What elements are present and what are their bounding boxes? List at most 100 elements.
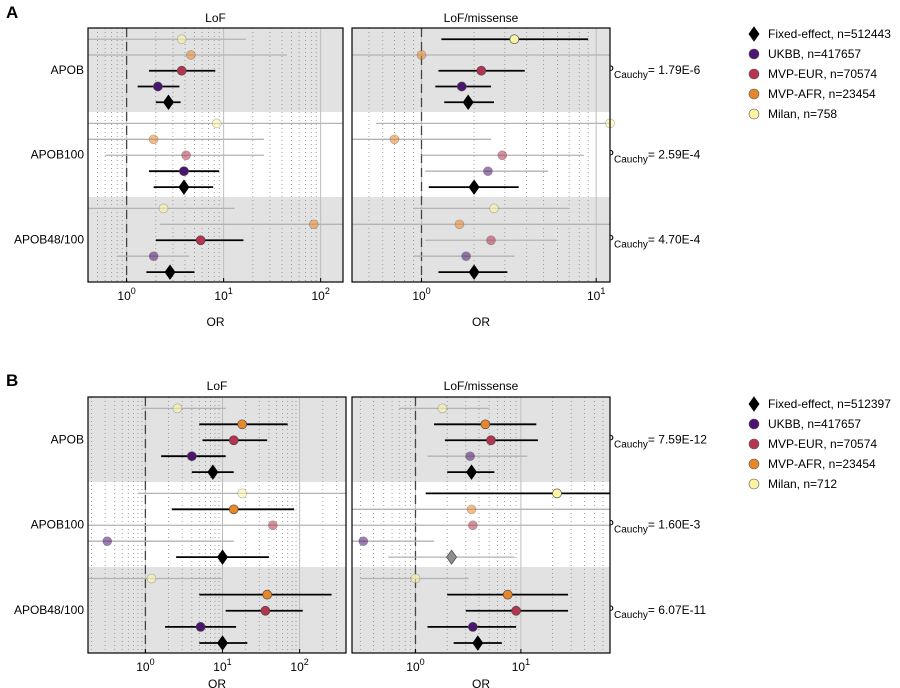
estimate-mvp-afr: [199, 419, 288, 430]
point-estimate-circle: [467, 622, 478, 632]
estimate-milan: [425, 488, 610, 499]
legend-marker-circle: [748, 458, 760, 470]
estimate-ukbb: [88, 536, 234, 547]
point-estimate-circle: [511, 605, 521, 616]
point-estimate-circle: [195, 235, 206, 246]
legend-marker-circle: [748, 438, 760, 450]
row-band: [88, 567, 346, 653]
estimate-ukbb: [117, 251, 190, 262]
point-estimate-circle: [456, 81, 467, 92]
estimate-ukbb: [148, 166, 220, 177]
point-estimate-circle: [148, 251, 159, 262]
point-estimate-diamond: [207, 464, 219, 480]
estimate-fixed-effect: [153, 179, 214, 195]
point-estimate-circle: [437, 403, 448, 414]
legend-entry: Fixed-effect, n=512397: [768, 397, 891, 411]
point-estimate-circle: [466, 504, 477, 515]
estimate-mvp-afr: [352, 504, 610, 515]
p-cauchy-value: PCauchy= 1.79E-6: [606, 63, 701, 81]
legend-marker-circle: [748, 418, 760, 430]
estimate-milan: [413, 203, 570, 214]
estimate-mvp-afr: [88, 134, 264, 145]
point-estimate-diamond: [162, 94, 174, 110]
p-cauchy-value: PCauchy= 6.07E-11: [606, 603, 706, 621]
legend-marker-circle: [748, 48, 760, 60]
legend-entry: MVP-EUR, n=70574: [768, 67, 877, 81]
estimate-ukbb: [137, 81, 180, 92]
estimate-mvp-eur: [425, 235, 558, 246]
x-tick-label: 102: [290, 657, 308, 674]
point-estimate-circle: [186, 451, 197, 462]
legend-marker-circle: [748, 108, 760, 120]
estimate-mvp-eur: [202, 435, 268, 446]
point-estimate-circle: [146, 573, 157, 584]
x-tick-label: 101: [214, 286, 232, 303]
x-tick-label: 100: [406, 657, 424, 674]
estimate-mvp-eur: [421, 150, 584, 161]
estimate-mvp-afr: [352, 134, 492, 145]
x-tick-label: 101: [587, 286, 605, 303]
x-tick-label: 100: [136, 657, 154, 674]
point-estimate-circle: [465, 451, 475, 462]
point-estimate-circle: [148, 134, 159, 145]
subplot-frame: [351, 27, 611, 283]
legend-marker-diamond: [748, 396, 760, 412]
gene-label: APOB100: [31, 518, 85, 532]
point-estimate-circle: [416, 50, 427, 60]
estimate-fixed-effect: [447, 464, 495, 480]
legend-entry: MVP-EUR, n=70574: [768, 437, 877, 451]
subplot-frame: [87, 396, 347, 654]
gene-label: APOB: [51, 63, 84, 77]
legend-entry: UKBB, n=417657: [768, 417, 861, 431]
x-axis-label: OR: [208, 677, 226, 688]
gene-label: APOB100: [31, 148, 85, 162]
estimate-milan: [399, 403, 490, 414]
x-tick-label: 102: [311, 286, 329, 303]
gene-label: APOB48/100: [14, 603, 84, 617]
p-cauchy-value: PCauchy= 1.60E-3: [606, 518, 701, 536]
estimate-milan: [137, 488, 346, 499]
legend-entry: Milan, n=712: [768, 477, 837, 491]
legend-marker-diamond: [748, 26, 760, 42]
estimate-mvp-eur: [155, 235, 244, 246]
estimate-mvp-afr: [352, 219, 610, 230]
point-estimate-circle: [308, 219, 319, 230]
estimate-mvp-afr: [171, 504, 295, 515]
subplot-lof: LoF 100 101 102 OR: [87, 379, 347, 688]
x-tick-label: 100: [117, 286, 135, 303]
estimate-fixed-effect: [388, 549, 515, 565]
estimate-mvp-eur: [465, 605, 569, 616]
point-estimate-diamond: [446, 549, 458, 565]
estimate-mvp-afr: [199, 589, 332, 600]
legend-entry: UKBB, n=417657: [768, 47, 861, 61]
point-estimate-diamond: [217, 549, 228, 565]
legend-marker-circle: [748, 478, 760, 490]
legend-entry: Fixed-effect, n=512443: [768, 27, 891, 41]
point-estimate-circle: [476, 65, 487, 76]
subplot-lof-missense: LoF/missense 100 101 OR: [351, 379, 611, 688]
subplot-lof-missense: LoF/missense 100 101 OR: [351, 11, 615, 329]
point-estimate-diamond: [462, 94, 474, 110]
panel-letter: A: [6, 3, 18, 22]
estimate-ukbb: [413, 251, 515, 262]
legend: Fixed-effect, n=512443 UKBB, n=417657 MVP-…: [748, 26, 891, 121]
panel-a: A APOB APOB100 APOB48/100 PCauchy= 1.79E-6 PC…: [6, 3, 891, 329]
subplot-frame: [351, 396, 611, 654]
legend: Fixed-effect, n=512397 UKBB, n=417657 MVP-…: [748, 396, 891, 491]
legend-entry: MVP-AFR, n=23454: [768, 457, 876, 471]
x-tick-label: 101: [512, 657, 530, 674]
x-axis-label: OR: [207, 315, 225, 329]
point-estimate-diamond: [468, 264, 480, 280]
point-estimate-circle: [228, 435, 239, 446]
point-estimate-circle: [461, 251, 471, 262]
estimate-mvp-afr: [88, 50, 287, 60]
point-estimate-circle: [153, 81, 163, 92]
estimate-ukbb: [425, 166, 549, 177]
estimate-ukbb: [161, 451, 226, 462]
point-estimate-circle: [186, 50, 196, 60]
point-estimate-circle: [237, 419, 248, 430]
point-estimate-circle: [195, 622, 206, 632]
legend-entry: MVP-AFR, n=23454: [768, 87, 876, 101]
point-estimate-circle: [552, 488, 562, 499]
estimate-mvp-afr: [159, 219, 343, 230]
